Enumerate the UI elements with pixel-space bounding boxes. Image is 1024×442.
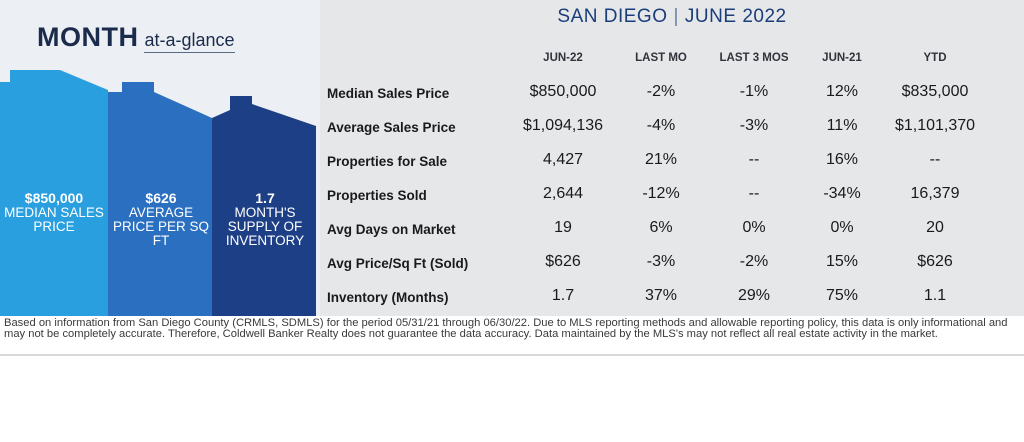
table-row: Avg Days on Market 19 6% 0% 0% 20 bbox=[320, 213, 1024, 247]
table-cell: $850,000 bbox=[529, 83, 597, 100]
table-row: Average Sales Price $1,094,136 -4% -3% 1… bbox=[320, 111, 1024, 145]
report-period: JUNE 2022 bbox=[684, 6, 787, 27]
row-label: Inventory (Months) bbox=[327, 290, 449, 305]
row-label: Avg Days on Market bbox=[327, 222, 456, 237]
row-label: Properties Sold bbox=[327, 188, 427, 203]
table-cell: 16% bbox=[825, 151, 859, 168]
column-header: JUN-21 bbox=[822, 52, 862, 64]
stat-median-sales-price: $850,000 MEDIAN SALES PRICE bbox=[4, 190, 104, 234]
market-stats-table: SAN DIEGO | JUNE 2022 JUN-22 LAST MO LAST … bbox=[320, 0, 1024, 316]
stat-months-supply: 1.7 MONTH'S SUPPLY OF INVENTORY bbox=[225, 190, 305, 248]
divider bbox=[0, 354, 1024, 356]
table-cell: 37% bbox=[644, 287, 678, 304]
table-cell: 0% bbox=[830, 219, 854, 236]
table-cell: -3% bbox=[646, 253, 676, 270]
row-label: Avg Price/Sq Ft (Sold) bbox=[327, 256, 469, 271]
table-cell: -- bbox=[748, 151, 760, 168]
houses-graphic bbox=[0, 70, 316, 316]
table-cell: 6% bbox=[649, 219, 673, 236]
month-at-a-glance-title: MONTH at-a-glance bbox=[37, 22, 235, 53]
column-header: YTD bbox=[923, 52, 947, 64]
table-cell: -- bbox=[929, 151, 941, 168]
house-3-icon bbox=[212, 96, 316, 316]
table-row: Properties for Sale 4,427 21% -- 16% -- bbox=[320, 145, 1024, 179]
table-cell: 21% bbox=[644, 151, 678, 168]
table-cell: 12% bbox=[825, 83, 859, 100]
column-header: LAST MO bbox=[635, 52, 687, 64]
at-a-glance-panel: MONTH at-a-glance $850,000 MEDIAN SALES P… bbox=[0, 0, 320, 316]
row-label: Properties for Sale bbox=[327, 154, 448, 169]
table-cell: -4% bbox=[646, 117, 676, 134]
table-row: Avg Price/Sq Ft (Sold) $626 -3% -2% 15% … bbox=[320, 247, 1024, 281]
table-row: Median Sales Price $850,000 -2% -1% 12% … bbox=[320, 77, 1024, 111]
column-header: LAST 3 MOS bbox=[719, 52, 789, 64]
table-cell: -3% bbox=[739, 117, 769, 134]
column-header: JUN-22 bbox=[543, 52, 583, 64]
table-cell: -2% bbox=[646, 83, 676, 100]
table-row: Inventory (Months) 1.7 37% 29% 75% 1.1 bbox=[320, 281, 1024, 315]
table-cell: 1.7 bbox=[551, 287, 575, 304]
table-cell: 0% bbox=[742, 219, 766, 236]
table-cell: $626 bbox=[545, 253, 581, 270]
table-row: Properties Sold 2,644 -12% -- -34% 16,37… bbox=[320, 179, 1024, 213]
table-cell: -12% bbox=[642, 185, 680, 202]
row-label: Median Sales Price bbox=[327, 86, 450, 101]
table-cell: $835,000 bbox=[901, 83, 969, 100]
disclaimer-text: Based on information from San Diego Coun… bbox=[4, 317, 1008, 340]
report-header: SAN DIEGO | JUNE 2022 bbox=[557, 6, 787, 27]
table-cell: -1% bbox=[739, 83, 769, 100]
table-cell: -- bbox=[748, 185, 760, 202]
table-cell: 15% bbox=[825, 253, 859, 270]
table-cell: 2,644 bbox=[542, 185, 584, 202]
table-cell: $626 bbox=[917, 253, 953, 270]
table-cell: 20 bbox=[926, 219, 944, 236]
table-cell: $1,101,370 bbox=[894, 117, 976, 134]
city-name: SAN DIEGO bbox=[557, 6, 668, 27]
table-cell: 75% bbox=[825, 287, 859, 304]
table-cell: 11% bbox=[826, 117, 858, 134]
house-1-icon bbox=[0, 70, 108, 316]
stat-average-price-per-sqft: $626 AVERAGE PRICE PER SQ FT bbox=[112, 190, 210, 248]
table-cell: 4,427 bbox=[542, 151, 584, 168]
table-cell: -2% bbox=[739, 253, 769, 270]
table-cell: 19 bbox=[554, 219, 572, 236]
table-cell: 1.1 bbox=[923, 287, 947, 304]
row-label: Average Sales Price bbox=[327, 120, 456, 135]
house-2-icon bbox=[108, 82, 212, 316]
table-cell: $1,094,136 bbox=[522, 117, 604, 134]
table-cell: 29% bbox=[737, 287, 771, 304]
table-cell: 16,379 bbox=[910, 185, 960, 202]
table-cell: -34% bbox=[823, 185, 861, 202]
